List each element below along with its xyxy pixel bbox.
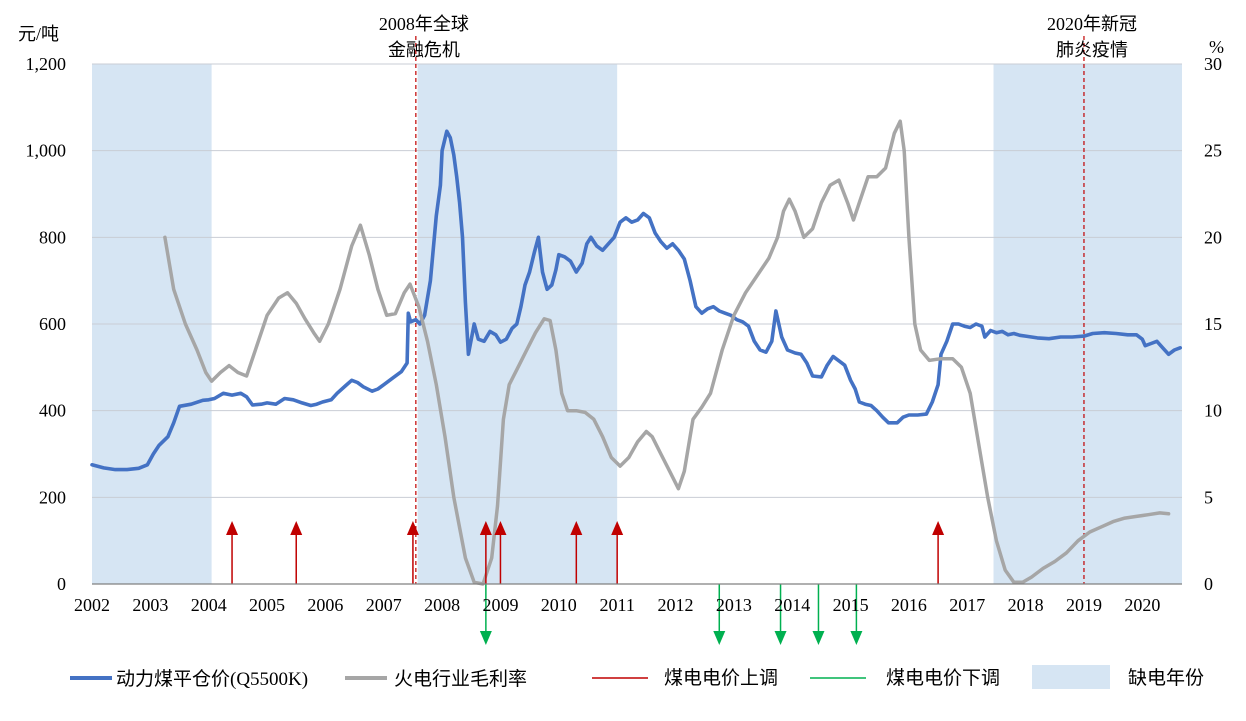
tick-labels: 2002 2003 2004 2005 2006 2007 2008 2009 2010 2011… <box>26 54 1223 615</box>
event-label-line1-1: 2020年新冠 <box>1047 14 1137 34</box>
x-tick-label: 2017 <box>949 595 985 615</box>
up-arrow-head-6 <box>611 521 624 535</box>
legend-shortage-swatch <box>1032 665 1110 689</box>
legend-shortage-label: 缺电年份 <box>1128 667 1204 689</box>
x-tick-label: 2004 <box>191 595 227 615</box>
up-arrow-head-4 <box>494 521 507 535</box>
legend: 动力煤平仓价(Q5500K) 火电行业毛利率 煤电电价上调 煤电电价下调 缺电年… <box>70 665 1204 690</box>
down-arrow-head-4 <box>850 631 863 645</box>
down-arrow-head-0 <box>479 631 492 645</box>
x-tick-label: 2013 <box>716 595 752 615</box>
legend-down-label: 煤电电价下调 <box>886 667 1000 689</box>
y-left-tick-label: 400 <box>39 401 66 421</box>
event-lines <box>415 36 1085 584</box>
y-right-tick-label: 20 <box>1204 227 1222 247</box>
y-right-axis-label: % <box>1209 37 1224 57</box>
x-tick-label: 2003 <box>132 595 168 615</box>
up-arrow-head-7 <box>932 521 945 535</box>
y-right-tick-label: 0 <box>1204 574 1213 594</box>
x-tick-label: 2005 <box>249 595 285 615</box>
x-tick-label: 2002 <box>74 595 110 615</box>
down-arrow-head-1 <box>713 631 726 645</box>
x-tick-label: 2020 <box>1124 595 1160 615</box>
up-arrow-head-0 <box>226 521 239 535</box>
y-right-tick-label: 5 <box>1204 487 1213 507</box>
x-tick-label: 2019 <box>1066 595 1102 615</box>
event-label-line1-0: 2008年全球 <box>379 14 469 34</box>
y-right-tick-label: 30 <box>1204 54 1222 74</box>
price-adjustment-arrows <box>226 521 945 645</box>
up-arrow-head-5 <box>570 521 583 535</box>
y-right-tick-label: 10 <box>1204 401 1222 421</box>
gridlines <box>92 63 1182 498</box>
x-tick-label: 2008 <box>424 595 460 615</box>
legend-margin-label: 火电行业毛利率 <box>394 668 527 690</box>
x-tick-label: 2016 <box>891 595 927 615</box>
y-left-tick-label: 600 <box>39 314 66 334</box>
y-left-tick-label: 1,200 <box>26 54 67 74</box>
x-tick-label: 2009 <box>482 595 518 615</box>
x-tick-label: 2015 <box>833 595 869 615</box>
series-lines <box>90 119 1182 586</box>
legend-coal-label: 动力煤平仓价(Q5500K) <box>116 668 308 690</box>
series-line-1 <box>163 119 1171 586</box>
up-arrow-head-2 <box>406 521 419 535</box>
x-tick-label: 2014 <box>774 595 810 615</box>
event-label-line2-0: 金融危机 <box>388 40 460 60</box>
legend-up-label: 煤电电价上调 <box>664 667 778 689</box>
x-tick-label: 2011 <box>599 595 634 615</box>
x-tick-label: 2012 <box>658 595 694 615</box>
up-arrow-head-3 <box>479 521 492 535</box>
series-line-0 <box>90 129 1182 472</box>
y-left-tick-label: 800 <box>39 227 66 247</box>
up-arrow-head-1 <box>290 521 303 535</box>
x-tick-label: 2007 <box>366 595 402 615</box>
y-left-axis-label: 元/吨 <box>18 24 59 44</box>
y-right-tick-label: 15 <box>1204 314 1222 334</box>
y-right-tick-label: 25 <box>1204 141 1222 161</box>
event-label-line2-1: 肺炎疫情 <box>1056 40 1128 60</box>
x-tick-label: 2018 <box>1008 595 1044 615</box>
down-arrow-head-2 <box>774 631 787 645</box>
y-left-tick-label: 200 <box>39 487 66 507</box>
y-left-tick-label: 1,000 <box>26 141 67 161</box>
x-tick-label: 2006 <box>307 595 343 615</box>
y-left-tick-label: 0 <box>57 574 66 594</box>
down-arrow-head-3 <box>812 631 825 645</box>
x-tick-label: 2010 <box>541 595 577 615</box>
